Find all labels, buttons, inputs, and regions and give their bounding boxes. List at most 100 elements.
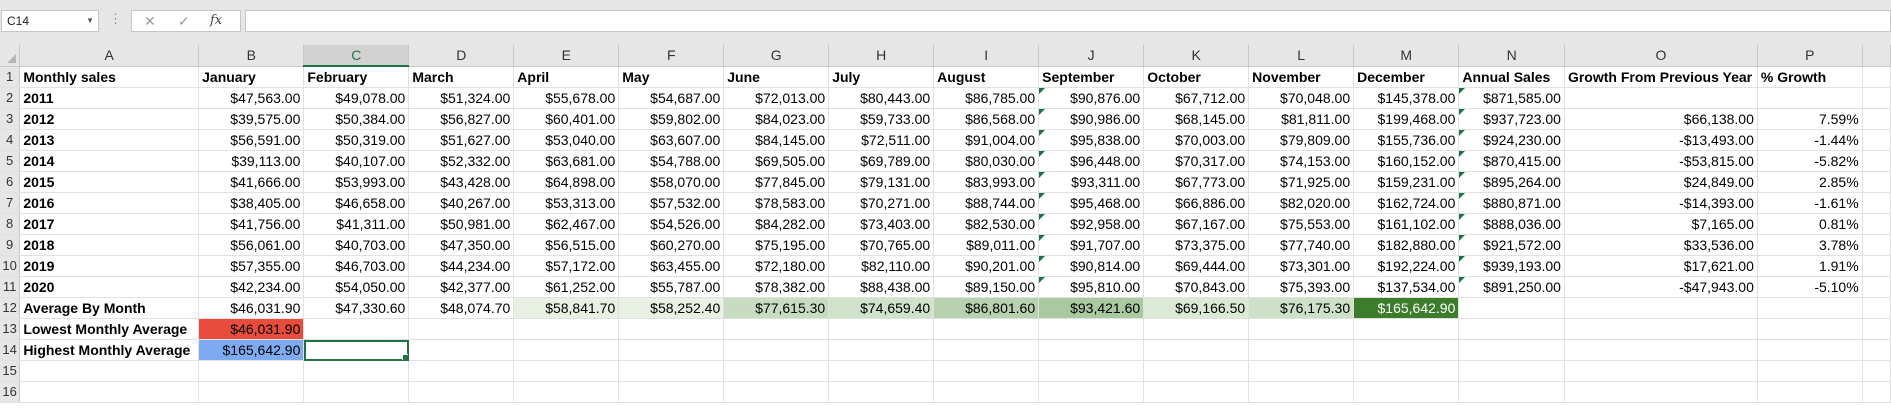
cell-f2[interactable]: $54,687.00	[618, 87, 725, 109]
cell-l4[interactable]: $79,809.00	[1248, 129, 1355, 151]
cell-m8[interactable]: $161,102.00	[1353, 213, 1460, 235]
column-header-extra[interactable]	[1862, 45, 1891, 67]
row-header-14[interactable]: 14	[0, 339, 21, 361]
cell-m12[interactable]: $165,642.90	[1353, 297, 1460, 319]
cell-c4[interactable]: $50,319.00	[303, 129, 410, 151]
cell-k8[interactable]: $67,167.00	[1143, 213, 1250, 235]
row-header-12[interactable]: 12	[0, 297, 21, 319]
column-header-h[interactable]: H	[828, 45, 935, 67]
cell-b15[interactable]	[198, 360, 305, 382]
cell-d6[interactable]: $43,428.00	[408, 171, 515, 193]
cell-i3[interactable]: $86,568.00	[933, 108, 1040, 130]
cell-l1[interactable]: November	[1248, 66, 1355, 88]
cell-l15[interactable]	[1248, 360, 1355, 382]
cell-g4[interactable]: $84,145.00	[723, 129, 830, 151]
cell-o10[interactable]: $17,621.00	[1564, 255, 1758, 277]
cell-e10[interactable]: $57,172.00	[513, 255, 620, 277]
cell-j1[interactable]: September	[1038, 66, 1145, 88]
cell-a11[interactable]: 2020	[19, 276, 200, 298]
cell-j7[interactable]: $95,468.00	[1038, 192, 1145, 214]
cell-e13[interactable]	[513, 318, 620, 340]
cell-p15[interactable]	[1757, 360, 1863, 382]
cell-i15[interactable]	[933, 360, 1040, 382]
cell-i7[interactable]: $88,744.00	[933, 192, 1040, 214]
cell-h16[interactable]	[828, 381, 935, 403]
cell-i1[interactable]: August	[933, 66, 1040, 88]
cell-f13[interactable]	[618, 318, 725, 340]
cell-p1[interactable]: % Growth	[1757, 66, 1863, 88]
cell-d9[interactable]: $47,350.00	[408, 234, 515, 256]
cell-b7[interactable]: $38,405.00	[198, 192, 305, 214]
cell-d11[interactable]: $42,377.00	[408, 276, 515, 298]
cell-p16[interactable]	[1757, 381, 1863, 403]
cell-d8[interactable]: $50,981.00	[408, 213, 515, 235]
more-options-icon[interactable]: ⋮	[109, 11, 122, 26]
cell-c6[interactable]: $53,993.00	[303, 171, 410, 193]
cell-b4[interactable]: $56,591.00	[198, 129, 305, 151]
cell-j5[interactable]: $96,448.00	[1038, 150, 1145, 172]
cell-o13[interactable]	[1564, 318, 1758, 340]
row-header-15[interactable]: 15	[0, 360, 21, 382]
cell-g8[interactable]: $84,282.00	[723, 213, 830, 235]
cell-f12[interactable]: $58,252.40	[618, 297, 725, 319]
cell-n2[interactable]: $871,585.00	[1458, 87, 1565, 109]
cell-m9[interactable]: $182,880.00	[1353, 234, 1460, 256]
cell-g10[interactable]: $72,180.00	[723, 255, 830, 277]
row-header-6[interactable]: 6	[0, 171, 21, 193]
cell-h2[interactable]: $80,443.00	[828, 87, 935, 109]
cancel-icon[interactable]: ✕	[144, 13, 156, 29]
enter-icon[interactable]: ✓	[178, 13, 190, 29]
cell-l7[interactable]: $82,020.00	[1248, 192, 1355, 214]
cell-n13[interactable]	[1458, 318, 1565, 340]
cell-b16[interactable]	[198, 381, 305, 403]
cell-a16[interactable]	[19, 381, 200, 403]
select-all-corner[interactable]	[0, 45, 21, 67]
cell-b12[interactable]: $46,031.90	[198, 297, 305, 319]
cell-n1[interactable]: Annual Sales	[1458, 66, 1565, 88]
cell-k2[interactable]: $67,712.00	[1143, 87, 1250, 109]
cell-o6[interactable]: $24,849.00	[1564, 171, 1758, 193]
cell-a13[interactable]: Lowest Monthly Average	[19, 318, 200, 340]
cell-j10[interactable]: $90,814.00	[1038, 255, 1145, 277]
cell-n11[interactable]: $891,250.00	[1458, 276, 1565, 298]
cell-a14[interactable]: Highest Monthly Average	[19, 339, 200, 361]
cell-a3[interactable]: 2012	[19, 108, 200, 130]
cell-l9[interactable]: $77,740.00	[1248, 234, 1355, 256]
cell-o1[interactable]: Growth From Previous Year	[1564, 66, 1758, 88]
cell-n10[interactable]: $939,193.00	[1458, 255, 1565, 277]
cell-a9[interactable]: 2018	[19, 234, 200, 256]
cell-b13[interactable]: $46,031.90	[198, 318, 305, 340]
cell-j6[interactable]: $93,311.00	[1038, 171, 1145, 193]
column-header-a[interactable]: A	[19, 45, 200, 67]
row-header-1[interactable]: 1	[0, 66, 21, 88]
cell-d3[interactable]: $56,827.00	[408, 108, 515, 130]
cell-d2[interactable]: $51,324.00	[408, 87, 515, 109]
cell-h1[interactable]: July	[828, 66, 935, 88]
cell-p13[interactable]	[1757, 318, 1863, 340]
cell-d16[interactable]	[408, 381, 515, 403]
cell-j2[interactable]: $90,876.00	[1038, 87, 1145, 109]
cell-k11[interactable]: $70,843.00	[1143, 276, 1250, 298]
cell-o9[interactable]: $33,536.00	[1564, 234, 1758, 256]
cell-extra14[interactable]	[1862, 339, 1891, 361]
cell-n7[interactable]: $880,871.00	[1458, 192, 1565, 214]
cell-extra3[interactable]	[1862, 108, 1891, 130]
cell-extra5[interactable]	[1862, 150, 1891, 172]
cell-k6[interactable]: $67,773.00	[1143, 171, 1250, 193]
cell-h15[interactable]	[828, 360, 935, 382]
cell-a10[interactable]: 2019	[19, 255, 200, 277]
cell-o11[interactable]: -$47,943.00	[1564, 276, 1758, 298]
cell-l6[interactable]: $71,925.00	[1248, 171, 1355, 193]
cell-c10[interactable]: $46,703.00	[303, 255, 410, 277]
cell-extra12[interactable]	[1862, 297, 1891, 319]
cell-k3[interactable]: $68,145.00	[1143, 108, 1250, 130]
row-header-9[interactable]: 9	[0, 234, 21, 256]
cell-g16[interactable]	[723, 381, 830, 403]
cell-p2[interactable]	[1757, 87, 1863, 109]
cell-f5[interactable]: $54,788.00	[618, 150, 725, 172]
cell-a5[interactable]: 2014	[19, 150, 200, 172]
row-header-10[interactable]: 10	[0, 255, 21, 277]
cell-p11[interactable]: -5.10%	[1757, 276, 1863, 298]
cell-p14[interactable]	[1757, 339, 1863, 361]
row-header-4[interactable]: 4	[0, 129, 21, 151]
